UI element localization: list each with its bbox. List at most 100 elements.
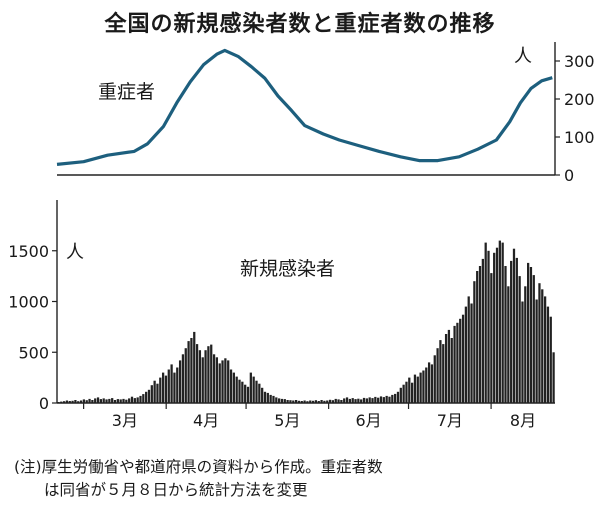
new-cases-bar <box>343 398 346 403</box>
new-cases-bar <box>99 399 102 403</box>
new-cases-bar <box>541 289 544 403</box>
new-cases-bar <box>405 381 408 403</box>
new-cases-bar <box>77 401 80 403</box>
new-cases-bar <box>116 399 119 403</box>
new-cases-bar <box>119 399 122 403</box>
new-cases-bar <box>187 341 190 403</box>
new-cases-bar <box>294 400 298 403</box>
new-cases-bar <box>198 350 202 403</box>
new-cases-bar <box>388 396 391 403</box>
new-cases-bar <box>252 376 255 403</box>
new-cases-bar <box>416 376 419 403</box>
new-cases-bar <box>408 377 411 403</box>
new-cases-bar <box>283 399 286 403</box>
new-cases-bar <box>111 398 114 403</box>
new-cases-bar <box>549 316 552 403</box>
new-cases-bar <box>258 383 261 403</box>
new-cases-bar <box>167 369 170 403</box>
new-cases-bar <box>535 299 538 403</box>
new-cases-bar <box>391 394 394 403</box>
new-cases-bar <box>204 350 207 403</box>
new-cases-bar <box>337 399 340 403</box>
new-cases-bar <box>261 387 264 403</box>
new-cases-bar <box>444 334 448 403</box>
new-cases-bar <box>218 363 221 403</box>
chart-title: 全国の新規感染者数と重症者数の推移 <box>104 12 496 37</box>
severe-series-label: 重症者 <box>98 81 155 103</box>
new-cases-bar <box>161 372 165 403</box>
new-cases-bar <box>527 262 530 403</box>
new-cases-bar <box>85 400 88 403</box>
new-cases-bar <box>362 397 366 403</box>
severe-y-tick-label: 100 <box>564 128 595 147</box>
new-cases-bar <box>235 376 238 403</box>
severe-cases-line <box>56 48 553 166</box>
new-cases-bar <box>71 400 74 403</box>
new-cases-bar <box>442 344 445 403</box>
cases-y-tick-label: 1000 <box>8 293 49 312</box>
new-cases-bar <box>399 387 402 403</box>
new-cases-bar <box>269 394 272 403</box>
new-cases-bar <box>286 400 289 403</box>
new-cases-bar <box>456 322 459 403</box>
new-cases-bar <box>201 357 204 403</box>
new-cases-bar <box>173 372 176 403</box>
new-cases-bar <box>122 398 125 403</box>
new-cases-bar <box>238 379 241 403</box>
new-cases-bar <box>195 344 199 403</box>
new-cases-bar <box>88 398 91 403</box>
new-cases-bar <box>181 354 185 403</box>
new-cases-bar <box>546 306 550 403</box>
cases-unit-label: 人 <box>66 242 84 263</box>
new-cases-bar <box>529 267 533 403</box>
severe-y-tick-label: 200 <box>564 90 595 109</box>
severe-chart: 0 100 200 300 重症者 人 <box>56 42 595 185</box>
new-cases-bar <box>306 401 309 403</box>
new-cases-bar <box>538 283 541 403</box>
new-cases-bar <box>495 247 499 403</box>
new-cases-bar <box>79 400 83 403</box>
new-cases-bar <box>379 396 383 403</box>
new-cases-bar <box>422 370 425 403</box>
new-cases-bar <box>128 398 131 403</box>
new-cases-bar <box>402 384 405 403</box>
new-cases-bar <box>507 286 510 403</box>
new-cases-bar <box>501 242 504 403</box>
cases-y-tick-label: 0 <box>39 394 49 413</box>
new-cases-bar <box>351 398 354 403</box>
new-cases-bar <box>91 400 94 403</box>
new-cases-bar <box>311 400 315 403</box>
new-cases-bar <box>263 391 267 403</box>
new-cases-bar <box>176 367 179 403</box>
new-cases-bar <box>504 266 507 403</box>
new-cases-bar <box>255 380 258 403</box>
cases-x-tick-label: 5月 <box>274 411 300 430</box>
new-cases-bar <box>156 383 159 403</box>
new-cases-bar <box>74 400 77 403</box>
new-cases-bar <box>212 354 216 403</box>
new-cases-bar <box>334 398 337 403</box>
new-cases-bar <box>518 276 521 403</box>
new-cases-bar <box>105 399 108 403</box>
new-cases-bar <box>354 399 357 403</box>
new-cases-bar <box>108 398 111 403</box>
new-cases-bar <box>331 400 335 403</box>
new-cases-bar <box>552 352 555 404</box>
severe-unit-label: 人 <box>514 46 532 67</box>
new-cases-bar <box>396 391 400 403</box>
new-cases-bar <box>348 398 351 403</box>
new-cases-bar <box>374 396 377 403</box>
new-cases-bar <box>303 400 306 403</box>
cases-y-tick-label: 1500 <box>8 242 49 261</box>
new-cases-bar <box>190 338 193 403</box>
new-cases-bar <box>96 397 100 403</box>
new-cases-bar <box>317 401 320 403</box>
new-cases-bar <box>510 260 513 403</box>
new-cases-bar <box>447 329 451 403</box>
new-cases-bar <box>229 369 233 403</box>
new-cases-bar <box>371 398 374 403</box>
new-cases-bar <box>328 399 332 403</box>
new-cases-bar <box>377 397 380 403</box>
new-cases-bar <box>136 397 139 403</box>
